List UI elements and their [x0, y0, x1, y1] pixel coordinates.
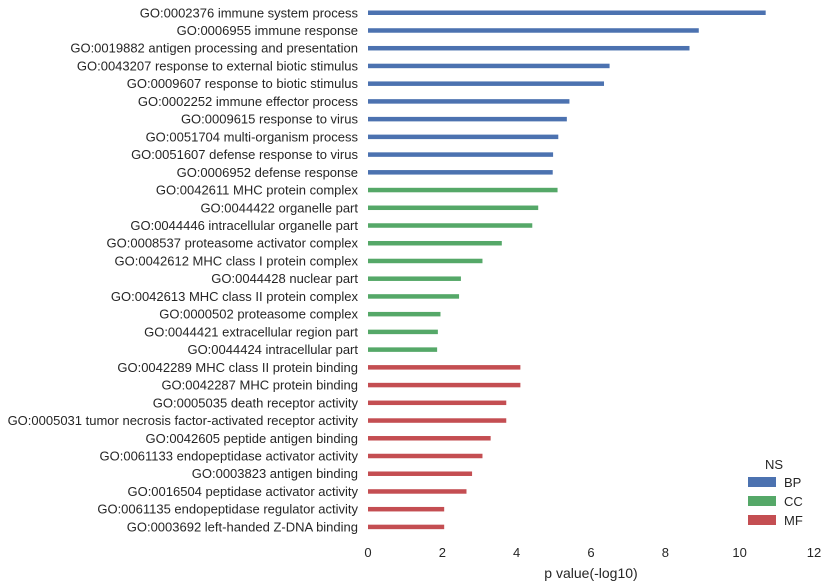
- legend-title: NS: [765, 457, 783, 472]
- y-tick-label: GO:0042612 MHC class I protein complex: [115, 253, 359, 268]
- bar-cc: [368, 240, 502, 246]
- legend-swatch-bp: [748, 477, 776, 487]
- bar-bp: [368, 63, 610, 69]
- bar-mf: [368, 489, 467, 494]
- x-axis-title: p value(-log10): [544, 565, 637, 581]
- bar-cc: [368, 276, 461, 281]
- y-tick-label: GO:0016504 peptidase activator activity: [127, 484, 358, 499]
- bar-cc: [368, 258, 483, 264]
- x-tick-label: 4: [513, 545, 520, 560]
- y-tick-label: GO:0042613 MHC class II protein complex: [111, 289, 359, 304]
- y-tick-label: GO:0006955 immune response: [177, 23, 358, 38]
- x-tick-labels: 0 2 4 6 8 10 12: [364, 545, 821, 560]
- x-tick-label: 2: [439, 545, 446, 560]
- bar-bp: [368, 45, 690, 51]
- x-tick-label: 6: [587, 545, 594, 560]
- bar-mf: [368, 506, 445, 512]
- y-tick-label: GO:0005031 tumor necrosis factor-activat…: [8, 413, 359, 428]
- bar-bp: [368, 10, 766, 15]
- y-tick-label: GO:0042611 MHC protein complex: [156, 183, 359, 198]
- y-tick-label: GO:0008537 proteasome activator complex: [107, 236, 359, 251]
- bar-bp: [368, 81, 605, 86]
- y-tick-label: GO:0042287 MHC protein binding: [161, 378, 358, 393]
- y-tick-label: GO:0006952 defense response: [177, 165, 358, 180]
- x-tick-label: 0: [364, 545, 371, 560]
- x-tick-label: 8: [662, 545, 669, 560]
- bar-mf: [368, 400, 507, 406]
- y-tick-label: GO:0051704 multi-organism process: [146, 129, 359, 144]
- legend-label-bp: BP: [784, 475, 801, 490]
- bar-bp: [368, 116, 567, 122]
- bar-cc: [368, 329, 438, 335]
- y-tick-label: GO:0044424 intracellular part: [187, 342, 358, 357]
- y-tick-label: GO:0061135 endopeptidase regulator activ…: [97, 502, 358, 517]
- bar-mf: [368, 382, 521, 388]
- y-tick-label: GO:0044446 intracellular organelle part: [130, 218, 358, 233]
- x-tick-label: 12: [807, 545, 821, 560]
- y-tick-label: GO:0009615 response to virus: [181, 112, 359, 127]
- bar-mf: [368, 436, 491, 441]
- y-tick-label: GO:0044428 nuclear part: [211, 271, 358, 286]
- y-tick-label: GO:0051607 defense response to virus: [131, 147, 358, 162]
- y-tick-label: GO:0000502 proteasome complex: [159, 307, 358, 322]
- y-tick-label: GO:0043207 response to external biotic s…: [77, 58, 359, 73]
- bar-mf: [368, 471, 473, 476]
- bar-mf: [368, 418, 507, 423]
- bar-cc: [368, 347, 438, 352]
- y-tick-label: GO:0044421 extracellular region part: [144, 324, 358, 339]
- legend-label-cc: CC: [784, 494, 803, 509]
- bars-layer: [368, 10, 766, 530]
- y-tick-label: GO:0002376 immune system process: [140, 5, 359, 20]
- bar-bp: [368, 28, 699, 33]
- bar-cc: [368, 311, 441, 317]
- y-tick-label: GO:0019882 antigen processing and presen…: [70, 41, 358, 56]
- bar-mf: [368, 524, 445, 530]
- bar-bp: [368, 170, 553, 175]
- bar-cc: [368, 187, 558, 193]
- y-tick-label: GO:0009607 response to biotic stimulus: [127, 76, 359, 91]
- y-tick-label: GO:0003823 antigen binding: [192, 466, 358, 481]
- y-tick-label: GO:0005035 death receptor activity: [153, 395, 359, 410]
- y-tick-labels: GO:0002376 immune system process GO:00069…: [8, 5, 359, 534]
- bar-bp: [368, 134, 559, 140]
- y-tick-label: GO:0002252 immune effector process: [138, 94, 359, 109]
- bar-cc: [368, 294, 460, 299]
- bar-cc: [368, 205, 539, 211]
- bar-bp: [368, 99, 570, 104]
- legend-swatch-cc: [748, 496, 776, 506]
- bar-mf: [368, 453, 483, 459]
- x-tick-label: 10: [732, 545, 746, 560]
- y-tick-label: GO:0061133 endopeptidase activator activ…: [100, 449, 359, 464]
- bar-mf: [368, 365, 521, 370]
- legend-label-mf: MF: [784, 513, 803, 528]
- y-tick-label: GO:0044422 organelle part: [200, 200, 358, 215]
- legend-swatch-mf: [748, 515, 776, 525]
- y-tick-label: GO:0003692 left-handed Z-DNA binding: [127, 519, 358, 534]
- bar-bp: [368, 152, 554, 157]
- y-tick-label: GO:0042289 MHC class II protein binding: [117, 360, 358, 375]
- bar-cc: [368, 223, 533, 228]
- y-tick-label: GO:0042605 peptide antigen binding: [145, 431, 358, 446]
